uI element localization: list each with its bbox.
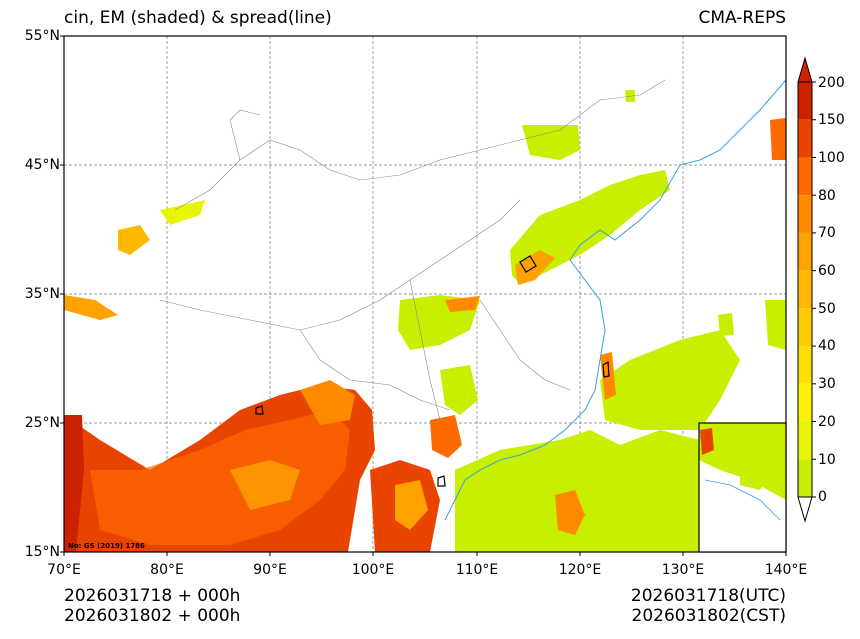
colorbar-label-80: 80 (818, 188, 836, 204)
colorbar-label-60: 60 (818, 263, 836, 279)
init-time-line-2: 2026031802 + 000h (64, 606, 241, 626)
valid-time-utc: 2026031718(UTC) (630, 586, 786, 606)
lon-label-110: 110°E (455, 562, 499, 578)
colorbar (797, 56, 816, 523)
colorbar-label-10: 10 (818, 452, 836, 468)
colorbar-segment (798, 232, 812, 271)
footer-right: 2026031718(UTC) 2026031802(CST) (631, 586, 786, 626)
colorbar-segment (798, 82, 812, 120)
colorbar-segment (798, 421, 812, 460)
map-title: cin, EM (shaded) & spread(line) (64, 8, 332, 28)
colorbar-segment (798, 383, 812, 422)
shaded-field-south (64, 380, 440, 552)
map-plot-area (64, 36, 786, 552)
colorbar-over-triangle (797, 56, 813, 83)
colorbar-segment (798, 270, 812, 309)
colorbar-label-100: 100 (818, 150, 845, 166)
colorbar-segment (798, 346, 812, 384)
colorbar-under-triangle (797, 496, 813, 523)
inset-map (698, 422, 787, 553)
colorbar-label-200: 200 (818, 75, 845, 91)
map-approval-note: No: GS (2019) 1786 (68, 542, 145, 550)
lon-label-70: 70°E (47, 562, 81, 578)
colorbar-segment (798, 459, 812, 497)
colorbar-label-40: 40 (818, 338, 836, 354)
colorbar-segment (798, 195, 812, 233)
lon-label-130: 130°E (661, 562, 705, 578)
lat-label-15: 15°N (24, 544, 60, 560)
init-time-line-1: 2026031718 + 000h (64, 586, 241, 606)
lat-label-45: 45°N (24, 157, 60, 173)
colorbar-label-50: 50 (818, 301, 836, 317)
colorbar-segment (798, 308, 812, 347)
footer-left: 2026031718 + 000h 2026031802 + 000h (64, 586, 240, 626)
colorbar-label-0: 0 (818, 489, 827, 505)
lon-label-120: 120°E (558, 562, 602, 578)
lon-label-80: 80°E (150, 562, 184, 578)
model-name: CMA-REPS (698, 8, 786, 28)
lon-label-100: 100°E (351, 562, 395, 578)
colorbar-label-20: 20 (818, 414, 836, 430)
province-boundaries (159, 79, 666, 421)
lat-label-55: 55°N (24, 28, 60, 44)
lon-label-140: 140°E (764, 562, 808, 578)
valid-time-cst: 2026031802(CST) (631, 606, 786, 626)
colorbar-segment (798, 157, 812, 196)
axis-ticks (60, 35, 787, 556)
colorbar-label-150: 150 (818, 112, 845, 128)
shaded-field-north (64, 90, 786, 350)
spread-contours (255, 255, 610, 487)
colorbar-segment (798, 119, 812, 158)
colorbar-label-70: 70 (818, 225, 836, 241)
lat-label-35: 35°N (24, 286, 60, 302)
lat-label-25: 25°N (24, 415, 60, 431)
coastline (444, 79, 786, 521)
colorbar-label-30: 30 (818, 376, 836, 392)
lon-label-90: 90°E (253, 562, 287, 578)
